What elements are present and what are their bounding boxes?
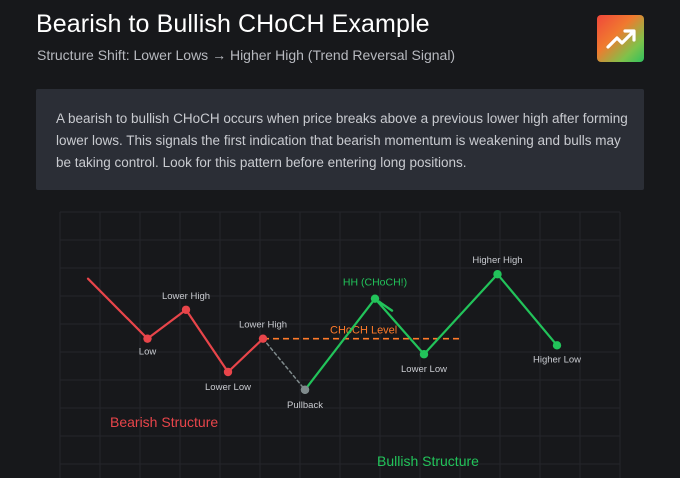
point-label: Lower Low <box>205 382 251 393</box>
description-text: A bearish to bullish CHoCH occurs when p… <box>56 111 628 170</box>
data-point <box>493 270 502 279</box>
point-label: Lower High <box>239 320 287 331</box>
point-label: Lower High <box>162 291 210 302</box>
data-point <box>552 341 562 350</box>
data-point <box>181 305 191 314</box>
data-point <box>143 334 152 343</box>
point-label: Pullback <box>287 400 323 411</box>
point-label: HH (CHoCH!) <box>343 277 407 289</box>
page-subtitle: Structure Shift: Lower Lows → Higher Hig… <box>37 47 456 63</box>
breakout-arrow <box>377 300 394 312</box>
description-box: A bearish to bullish CHoCH occurs when p… <box>36 89 644 190</box>
series-line-pullback <box>262 337 306 391</box>
data-point <box>258 334 268 343</box>
bearish-structure-label: Bearish Structure <box>110 414 218 430</box>
point-label: Higher High <box>472 255 522 266</box>
bullish-structure-label: Bullish Structure <box>377 453 479 469</box>
point-label: Lower Low <box>401 364 447 375</box>
data-point <box>370 294 380 303</box>
point-label: Higher Low <box>533 354 581 365</box>
trending-up-icon <box>597 15 644 62</box>
data-point <box>300 385 310 394</box>
page-title: Bearish to Bullish CHoCH Example <box>36 10 430 38</box>
point-label: Low <box>139 347 157 358</box>
data-point <box>223 367 233 377</box>
choch-level-label: CHoCH Level <box>330 325 397 337</box>
data-point <box>419 350 429 359</box>
